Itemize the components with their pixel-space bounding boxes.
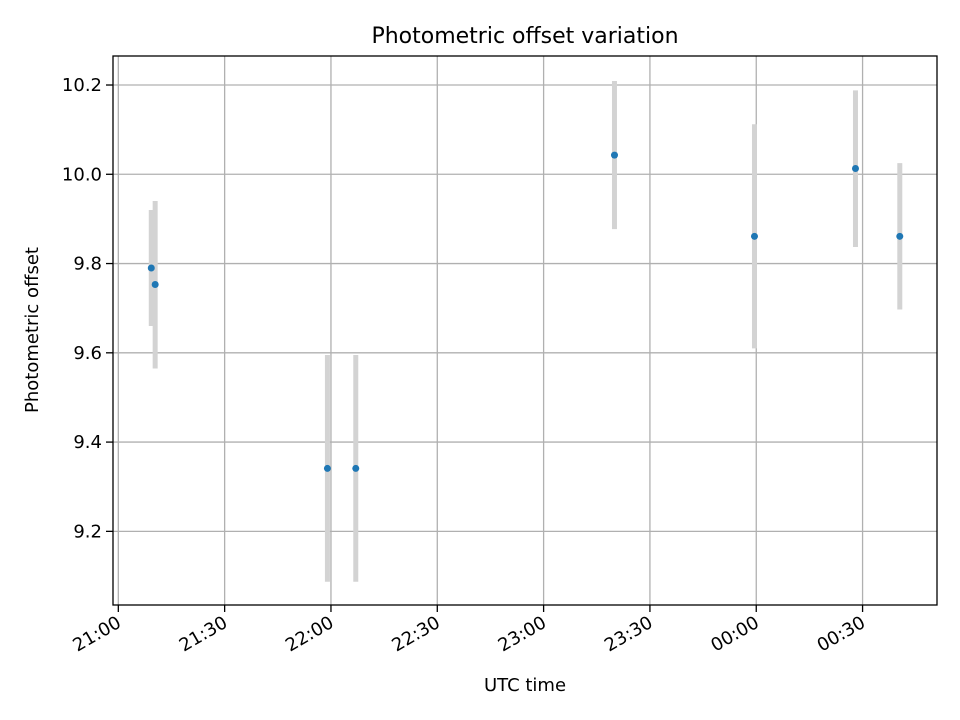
y-axis-label: Photometric offset <box>22 247 43 413</box>
data-point <box>851 164 859 172</box>
data-point <box>323 464 331 472</box>
data-point <box>147 264 155 272</box>
data-points <box>147 151 904 472</box>
y-tick-label: 9.8 <box>73 254 102 275</box>
y-tick-label: 9.2 <box>73 521 102 542</box>
data-point <box>896 232 904 240</box>
plot-frame <box>112 55 938 606</box>
grid <box>113 56 937 605</box>
data-point <box>352 464 360 472</box>
data-point <box>151 281 159 289</box>
chart-title: Photometric offset variation <box>371 24 678 49</box>
y-tick-label: 9.4 <box>73 432 102 453</box>
data-point <box>750 232 758 240</box>
y-tick-label: 10.2 <box>62 75 102 96</box>
data-point <box>610 151 618 159</box>
y-tick-label: 10.0 <box>62 164 102 185</box>
y-tick-label: 9.6 <box>73 343 102 364</box>
x-axis-label: UTC time <box>484 675 566 696</box>
